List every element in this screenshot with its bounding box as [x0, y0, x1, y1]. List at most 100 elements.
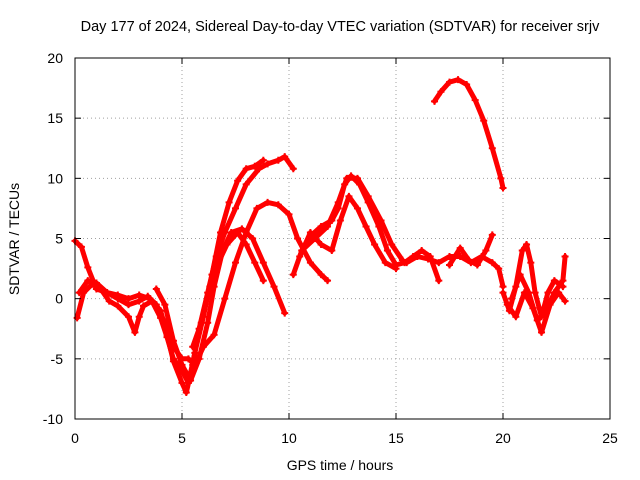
- data-point-plus: [210, 331, 218, 339]
- y-tick-label: 20: [47, 50, 63, 66]
- data-point-plus: [317, 222, 325, 230]
- data-point-plus: [413, 253, 421, 261]
- data-point-plus: [377, 216, 385, 224]
- data-point-plus: [255, 165, 263, 173]
- data-point-plus: [456, 253, 464, 261]
- data-point-plus: [259, 277, 267, 285]
- data-point-plus: [435, 259, 443, 267]
- data-point-plus: [388, 241, 396, 249]
- y-tick-label: 5: [55, 231, 63, 247]
- data-point-plus: [84, 263, 92, 271]
- x-tick-label: 0: [71, 430, 79, 446]
- series-arc-2: [73, 156, 267, 387]
- data-point-plus: [161, 301, 169, 309]
- data-point-plus: [144, 292, 152, 300]
- data-point-plus: [527, 259, 535, 267]
- data-point-plus: [125, 295, 132, 303]
- series-line: [299, 175, 405, 263]
- series-line: [432, 77, 506, 191]
- data-point-plus: [227, 228, 235, 236]
- data-point-plus: [264, 160, 272, 168]
- data-point-plus: [225, 198, 233, 206]
- data-point-plus: [531, 289, 539, 297]
- data-point-plus: [456, 244, 464, 252]
- data-point-plus: [343, 174, 351, 182]
- axis-ticks: 0 5 10 15 20 25 -10 -5 0 5 10 15 20: [43, 50, 618, 446]
- data-point-plus: [431, 97, 439, 105]
- data-point-plus: [446, 261, 453, 269]
- data-point-plus: [169, 337, 177, 345]
- data-point-plus: [518, 247, 526, 255]
- data-point-plus: [488, 259, 496, 267]
- data-point-plus: [131, 328, 139, 336]
- data-point-plus: [114, 295, 122, 303]
- data-point-plus: [259, 156, 267, 164]
- y-tick-label: 15: [47, 110, 63, 126]
- data-point-plus: [242, 165, 250, 173]
- data-point-plus: [488, 144, 496, 152]
- data-point-plus: [353, 204, 361, 212]
- data-point-plus: [281, 309, 289, 317]
- data-point-plus: [398, 256, 406, 264]
- data-point-plus: [345, 192, 353, 200]
- data-point-plus: [480, 117, 488, 125]
- data-point-plus: [232, 204, 239, 212]
- data-point-plus: [169, 355, 177, 363]
- data-point-plus: [381, 259, 389, 267]
- data-point-plus: [191, 349, 199, 357]
- data-point-plus: [184, 355, 192, 363]
- data-point-plus: [135, 291, 143, 299]
- x-tick-label: 20: [495, 430, 511, 446]
- data-point-plus: [559, 277, 567, 285]
- data-point-plus: [103, 289, 111, 297]
- data-point-plus: [471, 96, 479, 104]
- y-tick-label: -10: [43, 411, 63, 427]
- series-arc-14: [508, 253, 569, 324]
- data-point-plus: [249, 235, 257, 242]
- data-point-plus: [533, 316, 541, 324]
- data-point-plus: [296, 253, 304, 261]
- y-axis-label: SDTVAR / TECUs: [6, 183, 22, 295]
- data-point-plus: [516, 271, 524, 279]
- data-point-plus: [189, 343, 197, 351]
- data-point-plus: [234, 177, 242, 185]
- data-point-plus: [503, 301, 511, 309]
- data-point-plus: [324, 277, 332, 285]
- x-tick-label: 15: [388, 430, 404, 446]
- data-point-plus: [317, 271, 325, 279]
- data-point-plus: [114, 302, 122, 310]
- data-point-plus: [435, 277, 443, 285]
- series-arc-10: [446, 231, 496, 269]
- data-point-plus: [328, 247, 336, 255]
- data-point-plus: [482, 247, 490, 255]
- data-point-plus: [75, 289, 83, 297]
- data-point-plus: [221, 295, 229, 303]
- data-point-plus: [334, 198, 342, 206]
- series-line: [509, 254, 568, 323]
- data-point-plus: [259, 259, 267, 267]
- data-point-plus: [206, 283, 214, 291]
- data-point-plus: [270, 283, 278, 291]
- data-point-plus: [525, 289, 533, 297]
- data-point-plus: [187, 376, 195, 384]
- data-point-plus: [84, 277, 92, 285]
- data-point-plus: [264, 198, 272, 206]
- grid-lines: [75, 58, 610, 419]
- data-point-plus: [251, 259, 259, 267]
- data-point-plus: [488, 231, 496, 239]
- data-point-plus: [232, 259, 239, 267]
- data-point-plus: [289, 165, 297, 173]
- series-arc-5: [189, 228, 267, 351]
- data-point-plus: [294, 235, 302, 242]
- data-point-plus: [508, 295, 516, 303]
- data-point-plus: [105, 297, 113, 305]
- data-point-plus: [463, 80, 471, 88]
- data-point-plus: [454, 76, 462, 84]
- data-point-plus: [197, 319, 205, 327]
- data-point-plus: [195, 355, 203, 363]
- data-point-plus: [92, 279, 100, 287]
- data-point-plus: [523, 241, 531, 249]
- data-point-plus: [353, 174, 361, 182]
- chart-title: Day 177 of 2024, Sidereal Day-to-day VTE…: [81, 19, 600, 35]
